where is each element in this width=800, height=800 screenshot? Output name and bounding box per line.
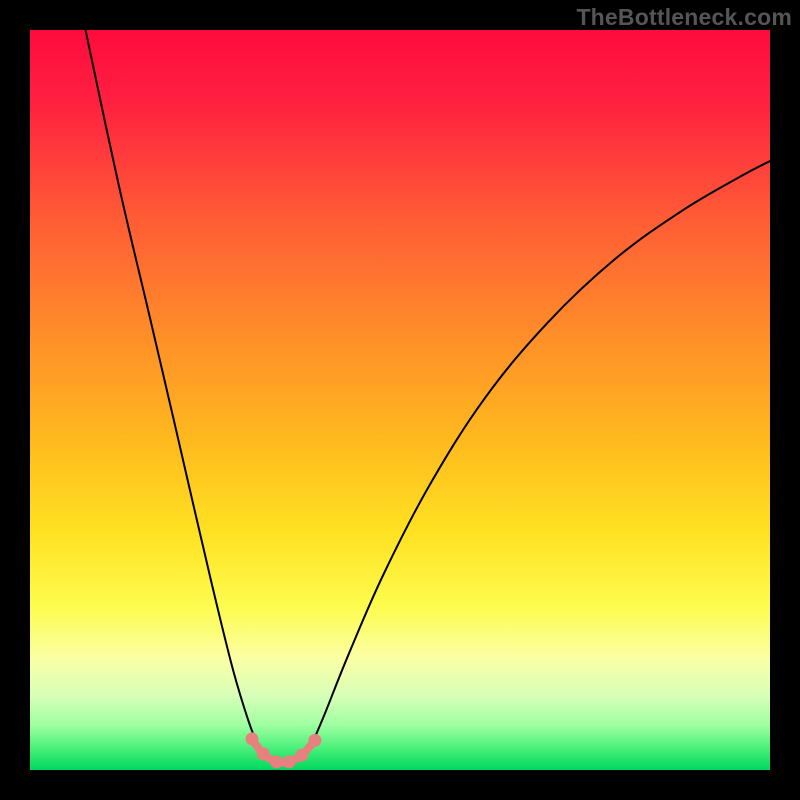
data-dot: [283, 755, 296, 768]
data-dot: [295, 749, 308, 762]
data-dot: [246, 732, 259, 745]
data-dot: [270, 755, 283, 768]
data-dot: [308, 734, 321, 747]
data-dot: [257, 747, 270, 760]
watermark-text: TheBottleneck.com: [576, 4, 792, 31]
outer-frame: TheBottleneck.com: [0, 0, 800, 800]
gradient-background: [30, 30, 770, 770]
chart-plot: [30, 30, 770, 770]
